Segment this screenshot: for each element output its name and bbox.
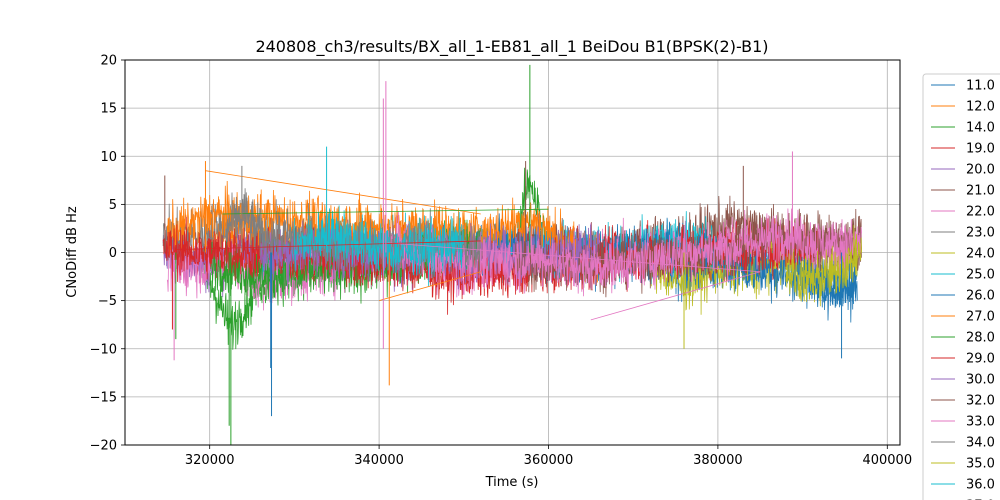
legend: 11.0 12.0 14.0 19.0 20.0 21.0 22.0 23.0 24.0 25.0… xyxy=(922,73,1000,500)
legend-label: 28.0 xyxy=(966,331,995,346)
y-tick-label: −10 xyxy=(90,342,117,357)
series-line xyxy=(785,225,862,302)
y-tick-label: 10 xyxy=(100,150,117,165)
legend-label: 35.0 xyxy=(966,457,995,472)
legend-label: 37.0 xyxy=(966,499,995,500)
legend-label: 22.0 xyxy=(966,205,995,220)
legend-frame xyxy=(922,73,1000,500)
y-tick-label: −15 xyxy=(90,390,117,405)
series-line xyxy=(294,208,464,287)
y-tick-label: 15 xyxy=(100,102,117,117)
x-axis-label: Time (s) xyxy=(485,475,539,490)
legend-label: 36.0 xyxy=(966,478,995,493)
y-axis-label: CNoDiff dB Hz xyxy=(65,206,80,298)
legend-label: 11.0 xyxy=(966,79,995,94)
series-line xyxy=(387,208,862,297)
series-line xyxy=(162,188,261,265)
legend-label: 23.0 xyxy=(966,226,995,241)
legend-label: 27.0 xyxy=(966,310,995,325)
legend-label: 12.0 xyxy=(966,100,995,115)
y-tick-label: 5 xyxy=(109,198,117,213)
x-tick-label: 380000 xyxy=(693,453,743,468)
y-tick-label: 20 xyxy=(100,54,117,69)
x-tick-label: 340000 xyxy=(354,453,404,468)
x-tick-label: 360000 xyxy=(524,453,574,468)
series-layer xyxy=(162,64,862,445)
series-connector xyxy=(378,271,481,302)
series-connector xyxy=(205,170,481,215)
legend-label: 30.0 xyxy=(966,373,995,388)
legend-label: 26.0 xyxy=(966,289,995,304)
series-connector xyxy=(590,271,761,321)
x-axis: 320000 340000 360000 380000 400000 xyxy=(185,445,912,468)
legend-label: 32.0 xyxy=(966,394,995,409)
legend-label: 25.0 xyxy=(966,268,995,283)
legend-label: 19.0 xyxy=(966,142,995,157)
y-tick-label: 0 xyxy=(109,246,117,261)
series-connector xyxy=(387,242,761,273)
y-tick-label: −20 xyxy=(90,439,117,454)
legend-label: 21.0 xyxy=(966,184,995,199)
legend-label: 20.0 xyxy=(966,163,995,178)
legend-label: 33.0 xyxy=(966,415,995,430)
legend-label: 29.0 xyxy=(966,352,995,367)
legend-label: 34.0 xyxy=(966,436,995,451)
chart-title: 240808_ch3/results/BX_all_1-EB81_all_1 B… xyxy=(255,37,768,57)
legend-label: 24.0 xyxy=(966,247,995,262)
x-tick-label: 400000 xyxy=(862,453,912,468)
legend-label: 14.0 xyxy=(966,121,995,136)
series-connector xyxy=(175,240,481,251)
y-tick-label: −5 xyxy=(98,294,117,309)
x-tick-label: 320000 xyxy=(185,453,235,468)
y-axis: −20 −15 −10 −5 0 5 10 15 20 xyxy=(90,54,125,454)
